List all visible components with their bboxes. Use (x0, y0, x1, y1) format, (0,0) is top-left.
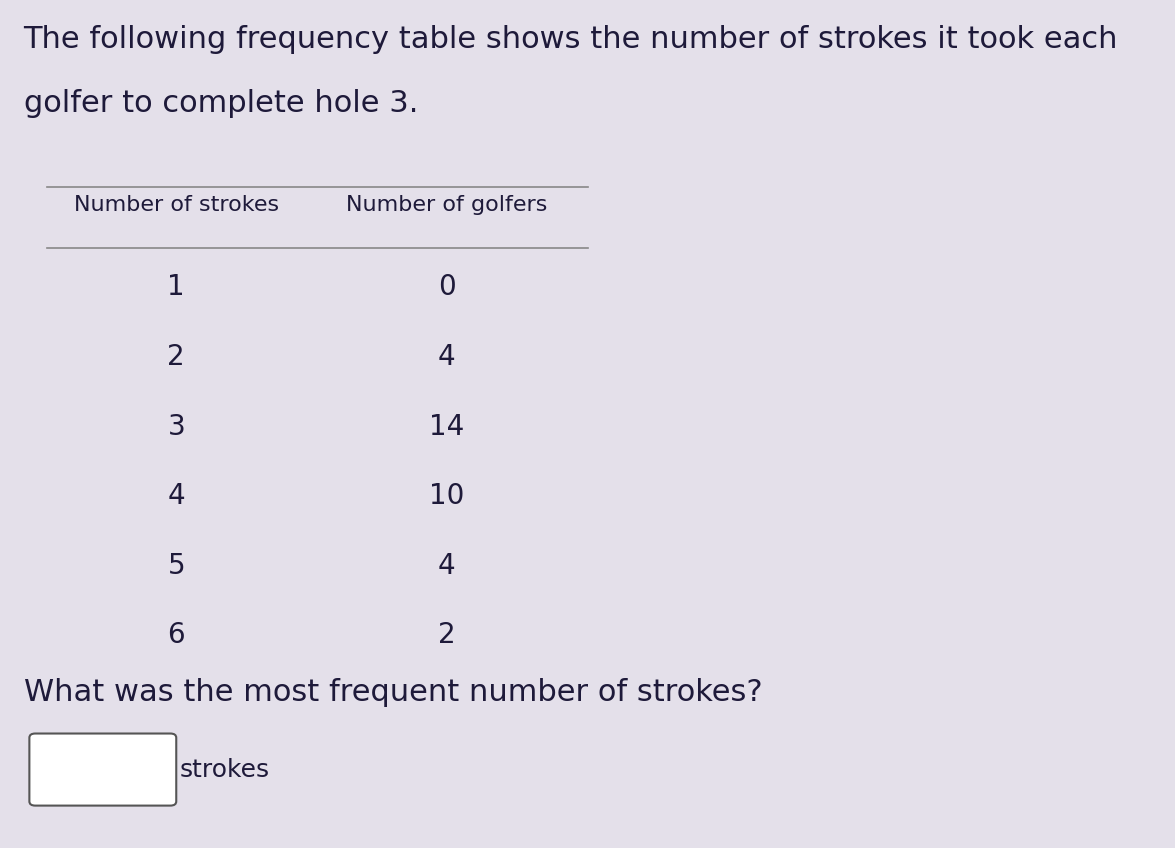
Text: 0: 0 (437, 273, 456, 302)
Text: What was the most frequent number of strokes?: What was the most frequent number of str… (24, 678, 763, 707)
Text: 6: 6 (167, 621, 186, 650)
Text: Number of golfers: Number of golfers (345, 195, 548, 215)
Text: 2: 2 (437, 621, 456, 650)
Text: 4: 4 (437, 343, 456, 371)
Text: 4: 4 (437, 551, 456, 580)
Text: 14: 14 (429, 412, 464, 441)
Text: Number of strokes: Number of strokes (74, 195, 278, 215)
Text: 5: 5 (167, 551, 186, 580)
Text: The following frequency table shows the number of strokes it took each: The following frequency table shows the … (24, 25, 1117, 54)
FancyBboxPatch shape (29, 734, 176, 806)
Text: 10: 10 (429, 482, 464, 510)
Text: 2: 2 (167, 343, 186, 371)
Text: 1: 1 (167, 273, 186, 302)
Text: golfer to complete hole 3.: golfer to complete hole 3. (24, 89, 418, 118)
Text: strokes: strokes (180, 757, 270, 782)
Text: 4: 4 (167, 482, 186, 510)
Text: 3: 3 (167, 412, 186, 441)
